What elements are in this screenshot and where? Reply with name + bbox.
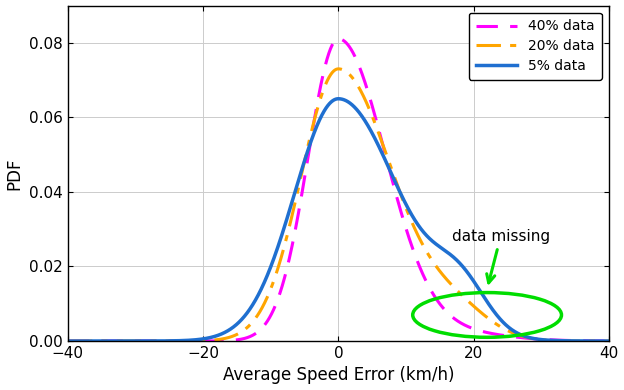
5% data	[537, 337, 544, 342]
40% data	[334, 37, 342, 41]
40% data	[595, 339, 602, 343]
20% data	[64, 339, 72, 343]
20% data	[595, 339, 602, 343]
Text: data missing: data missing	[452, 229, 550, 283]
40% data	[126, 339, 134, 343]
5% data	[64, 339, 72, 343]
40% data	[537, 337, 544, 342]
40% data	[295, 209, 303, 214]
X-axis label: Average Speed Error (km/h): Average Speed Error (km/h)	[223, 367, 454, 385]
Line: 20% data: 20% data	[68, 69, 609, 341]
Line: 5% data: 5% data	[68, 99, 609, 341]
20% data	[158, 339, 165, 343]
40% data	[158, 339, 165, 343]
20% data	[334, 67, 342, 71]
20% data	[537, 337, 544, 342]
5% data	[334, 96, 342, 101]
5% data	[605, 339, 613, 343]
40% data	[271, 303, 279, 308]
20% data	[295, 184, 303, 189]
5% data	[158, 339, 165, 343]
Line: 40% data: 40% data	[68, 39, 609, 341]
40% data	[605, 339, 613, 343]
Y-axis label: PDF: PDF	[6, 157, 24, 190]
40% data	[64, 339, 72, 343]
5% data	[271, 252, 279, 257]
Legend: 40% data, 20% data, 5% data: 40% data, 20% data, 5% data	[469, 12, 602, 80]
5% data	[126, 339, 134, 343]
5% data	[295, 177, 303, 182]
20% data	[605, 339, 613, 343]
20% data	[126, 339, 134, 343]
5% data	[595, 339, 602, 343]
20% data	[271, 274, 279, 279]
